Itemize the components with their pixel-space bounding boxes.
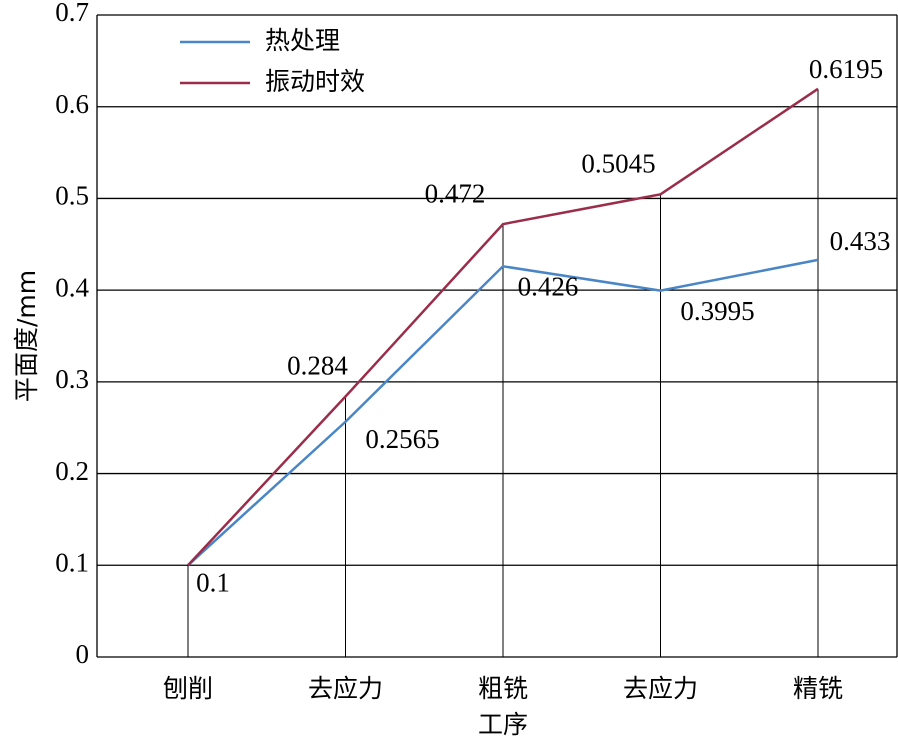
x-axis-label: 工序 [478, 710, 528, 739]
data-label: 0.433 [830, 226, 891, 256]
x-tick-label: 去应力 [623, 674, 698, 703]
series-line [187, 258, 819, 567]
data-label: 0.6195 [809, 54, 883, 84]
x-tick-label: 刨削 [163, 674, 213, 703]
data-label: 0.472 [425, 178, 486, 208]
x-tick-label: 去应力 [308, 674, 383, 703]
y-tick-label: 0.3 [55, 364, 89, 394]
y-tick-label: 0 [76, 639, 90, 669]
y-tick-label: 0.6 [55, 89, 89, 119]
data-label: 0.3995 [680, 296, 754, 326]
legend-label: 热处理 [265, 26, 340, 55]
x-tick-label: 精铣 [793, 674, 843, 703]
series-line [187, 87, 819, 567]
data-label: 0.1 [196, 567, 230, 597]
y-tick-label: 0.1 [55, 547, 89, 577]
y-tick-label: 0.2 [55, 456, 89, 486]
y-axis-label: 平面度/mm [12, 270, 41, 402]
y-tick-label: 0.7 [55, 0, 89, 27]
data-label: 0.284 [287, 351, 348, 381]
data-label: 0.426 [518, 272, 579, 302]
y-tick-label: 0.5 [55, 181, 89, 211]
y-tick-label: 0.4 [55, 272, 89, 302]
data-label: 0.5045 [581, 149, 655, 179]
x-tick-label: 粗铣 [478, 674, 528, 703]
legend-label: 振动时效 [265, 67, 365, 96]
data-label: 0.2565 [365, 424, 439, 454]
